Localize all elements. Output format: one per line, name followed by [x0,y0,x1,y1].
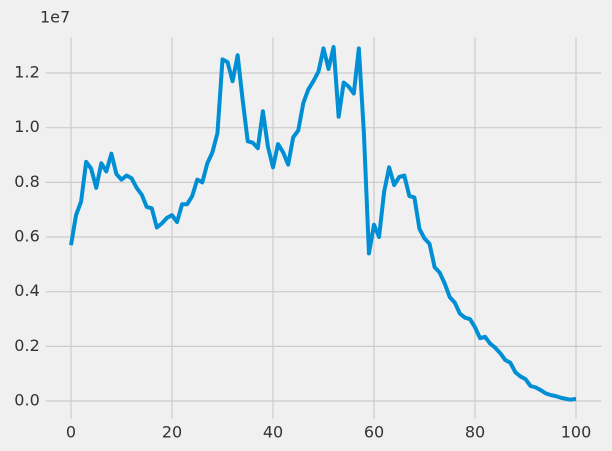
y-tick-label: 0.4 [14,281,39,300]
y-tick-label: 0.6 [14,227,39,246]
x-tick-label: 100 [561,422,592,441]
y-tick-label: 0.2 [14,336,39,355]
x-tick-label: 80 [465,422,485,441]
offset-label: 1e7 [40,8,70,27]
x-tick-label: 0 [66,422,76,441]
x-tick-label: 60 [364,422,384,441]
data-line [69,45,577,402]
y-tick-label: 0.0 [14,391,39,410]
y-tick-label: 1.2 [14,63,39,82]
x-tick-label: 20 [162,422,182,441]
y-tick-label: 1.0 [14,117,39,136]
y-tick-label: 0.8 [14,172,39,191]
x-tick-label: 40 [263,422,283,441]
